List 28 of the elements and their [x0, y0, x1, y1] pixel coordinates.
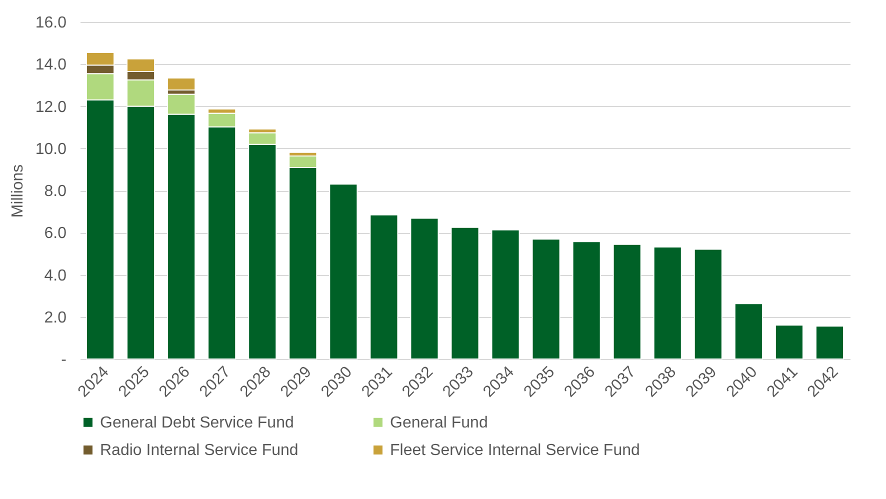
y-tick-label: - — [61, 352, 66, 368]
y-tick-label: 4.0 — [44, 267, 67, 284]
bar — [694, 248, 722, 360]
y-tick-label: 10.0 — [35, 140, 67, 158]
y-tick-label: 8.0 — [44, 183, 67, 200]
bar — [572, 241, 601, 360]
y-tick-label: 16.0 — [35, 14, 67, 32]
bar — [167, 78, 196, 91]
bar — [370, 214, 398, 360]
legend-label: Radio Internal Service Fund — [100, 442, 298, 459]
y-tick-label: 14.0 — [35, 56, 67, 74]
bar — [491, 229, 520, 360]
legend-label: Fleet Service Internal Service Fund — [390, 442, 640, 459]
bar — [612, 244, 642, 360]
bar — [532, 238, 560, 360]
y-axis-title: Millions — [9, 164, 26, 218]
y-tick-label: 12.0 — [35, 98, 67, 116]
bar — [653, 246, 682, 360]
bar — [774, 324, 804, 360]
bar — [450, 226, 480, 360]
y-tick-label: 6.0 — [44, 225, 67, 242]
legend-label: General Fund — [390, 414, 488, 432]
bar — [329, 184, 358, 360]
bar — [815, 326, 844, 360]
bar — [410, 218, 439, 360]
legend-label: General Debt Service Fund — [100, 414, 294, 432]
y-tick-label: 2.0 — [44, 309, 67, 326]
bar — [734, 303, 763, 360]
